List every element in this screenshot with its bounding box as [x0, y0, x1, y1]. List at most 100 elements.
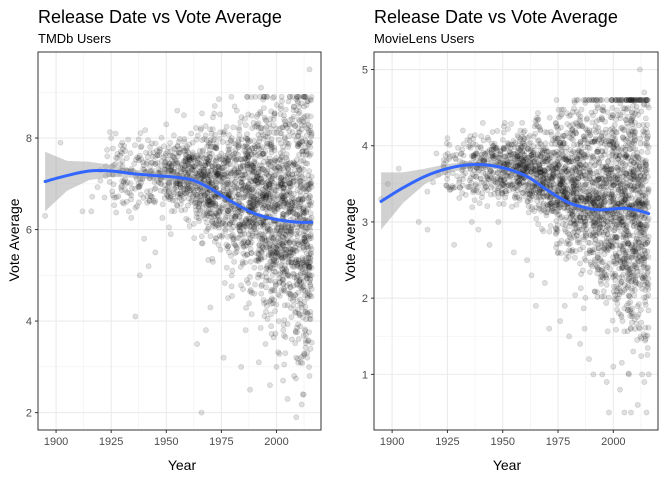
data-point: [170, 168, 177, 175]
data-point: [238, 181, 245, 187]
data-point: [134, 203, 140, 209]
data-point: [144, 158, 150, 165]
data-point: [460, 141, 467, 147]
data-point: [257, 324, 264, 331]
data-point: [246, 234, 253, 241]
data-point: [194, 160, 201, 166]
data-point: [471, 197, 478, 203]
data-point: [235, 234, 242, 241]
data-point: [161, 143, 167, 149]
data-point: [531, 208, 538, 214]
data-point: [196, 147, 203, 154]
data-point: [136, 152, 143, 159]
data-point: [252, 221, 259, 228]
data-point: [292, 327, 299, 334]
data-point: [198, 175, 204, 182]
data-point: [137, 144, 144, 151]
data-point: [289, 249, 296, 256]
data-point: [168, 208, 175, 214]
data-point: [307, 127, 314, 134]
data-point: [281, 116, 288, 123]
data-point: [272, 259, 279, 266]
data-point: [252, 281, 258, 288]
data-point: [200, 177, 207, 184]
data-point: [249, 204, 256, 210]
data-point: [238, 179, 245, 186]
data-point: [570, 132, 576, 139]
data-point: [489, 129, 496, 135]
data-point: [293, 247, 300, 254]
data-point: [540, 228, 547, 235]
data-point: [628, 319, 635, 326]
data-point: [232, 178, 238, 185]
data-point: [152, 140, 159, 147]
data-point: [307, 243, 314, 250]
data-point: [223, 123, 230, 130]
data-point: [231, 213, 238, 220]
data-point: [119, 158, 126, 165]
data-point: [305, 122, 312, 128]
data-point: [266, 243, 273, 250]
data-point: [572, 248, 579, 255]
data-point: [170, 132, 177, 139]
data-point: [227, 220, 233, 227]
data-point: [268, 149, 275, 156]
data-point: [280, 321, 287, 328]
data-point: [241, 220, 248, 227]
data-point: [304, 186, 311, 193]
data-point: [262, 238, 269, 244]
data-point: [215, 164, 222, 170]
data-point: [298, 285, 305, 292]
data-point: [280, 233, 286, 240]
data-point: [308, 264, 315, 271]
data-point: [301, 257, 308, 264]
data-point: [491, 186, 498, 193]
data-point: [152, 185, 159, 191]
data-point: [259, 192, 266, 198]
data-point: [207, 233, 214, 239]
data-point: [224, 245, 231, 252]
data-point: [600, 288, 607, 295]
data-point: [266, 158, 273, 165]
data-point: [301, 209, 308, 216]
data-point: [172, 197, 179, 204]
data-point: [270, 296, 277, 303]
data-point: [584, 188, 590, 195]
data-point: [275, 136, 282, 143]
data-point: [147, 163, 153, 170]
data-point: [306, 264, 313, 270]
data-point: [251, 290, 258, 297]
data-point: [638, 319, 645, 326]
data-point: [624, 113, 631, 120]
data-point: [236, 227, 243, 233]
data-point: [539, 155, 546, 162]
data-point: [277, 270, 284, 276]
data-point: [543, 212, 550, 219]
data-point: [254, 143, 260, 150]
data-point: [242, 171, 249, 178]
data-point: [132, 204, 139, 211]
data-point: [170, 168, 177, 175]
data-point: [241, 171, 248, 178]
data-point: [237, 207, 244, 214]
data-point: [190, 163, 197, 170]
data-point: [261, 93, 268, 100]
data-point: [209, 255, 216, 262]
data-point: [245, 161, 252, 168]
data-point: [88, 208, 95, 215]
data-point: [269, 206, 276, 213]
data-point: [243, 218, 249, 224]
data-point: [269, 178, 275, 185]
data-point: [240, 242, 247, 249]
data-point: [295, 321, 301, 328]
data-point: [629, 219, 636, 225]
data-point: [500, 129, 507, 136]
data-point: [288, 237, 294, 243]
data-point: [236, 221, 243, 228]
data-point: [209, 181, 215, 188]
data-point: [245, 192, 252, 199]
data-point: [554, 250, 561, 257]
data-point: [233, 244, 240, 251]
data-point: [257, 193, 264, 200]
data-point: [307, 272, 313, 279]
